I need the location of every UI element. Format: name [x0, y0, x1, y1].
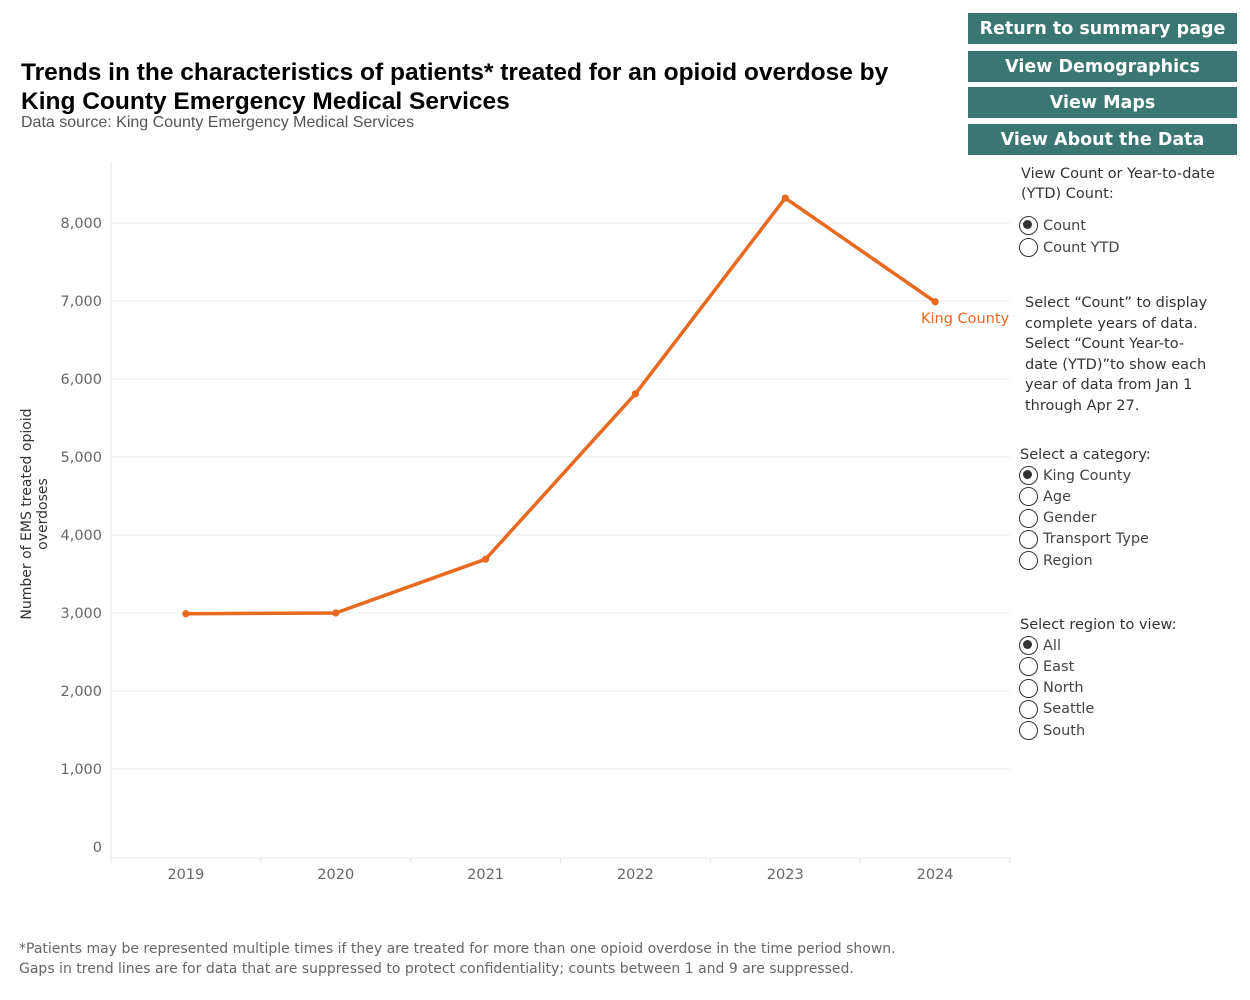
x-tick-label: 2024 [917, 867, 954, 883]
x-tick-label: 2021 [467, 867, 504, 883]
count-toggle-label: View Count or Year-to-date (YTD) Count: [1021, 166, 1215, 202]
x-tick-label: 2019 [167, 867, 204, 883]
data-point [781, 194, 789, 202]
return-to-summary-button[interactable]: Return to summary page [968, 13, 1237, 44]
y-tick-label: 2,000 [60, 684, 102, 700]
region-option[interactable]: All [1019, 635, 1061, 656]
radio-button[interactable] [1019, 216, 1038, 235]
view-maps-button[interactable]: View Maps [968, 87, 1237, 118]
radio-button[interactable] [1019, 678, 1038, 698]
count-help-text: Select “Count” to display complete years… [1025, 295, 1208, 414]
radio-button[interactable] [1019, 699, 1038, 719]
region-option-label: East [1043, 658, 1075, 675]
count-option[interactable]: Count YTD [1019, 237, 1120, 258]
data-point [182, 610, 190, 618]
x-tick-label: 2020 [317, 867, 354, 883]
category-option[interactable]: Gender [1019, 508, 1096, 529]
view-demographics-button[interactable]: View Demographics [968, 51, 1237, 82]
category-option-label: Gender [1043, 510, 1097, 527]
region-option-label: Seattle [1043, 701, 1095, 718]
data-point [481, 555, 490, 563]
category-option[interactable]: King County [1019, 465, 1131, 486]
region-option[interactable]: East [1019, 656, 1074, 677]
series-line [184, 196, 937, 616]
data-source: Data source: King County Emergency Medic… [21, 114, 415, 131]
footnote-multiple-times: *Patients may be represented multiple ti… [19, 941, 896, 957]
x-tick-label: 2022 [617, 867, 654, 883]
category-option[interactable]: Region [1019, 550, 1093, 571]
y-tick-label: 8,000 [60, 216, 102, 232]
category-option-label: King County [1043, 467, 1132, 484]
y-tick-label: 3,000 [60, 606, 102, 622]
data-point [931, 298, 939, 306]
y-tick-label: 5,000 [60, 450, 102, 466]
radio-button[interactable] [1019, 466, 1038, 485]
region-option-label: All [1043, 637, 1061, 654]
region-option[interactable]: North [1019, 678, 1084, 699]
data-point [631, 390, 640, 398]
category-label: Select a category: [1020, 447, 1151, 463]
line-chart: 0 1,000 2,000 3,000 4,000 5,000 6,000 7,000 8,00… [60, 162, 1011, 883]
radio-button[interactable] [1019, 529, 1038, 549]
region-label: Select region to view: [1020, 617, 1177, 633]
footnote-suppression: Gaps in trend lines are for data that ar… [19, 961, 854, 977]
y-tick-label: 4,000 [60, 528, 102, 544]
region-option-label: South [1043, 722, 1086, 739]
series-label: King County [921, 311, 1010, 327]
category-option-label: Region [1043, 552, 1093, 569]
count-option[interactable]: Count [1019, 215, 1086, 236]
region-option[interactable]: Seattle [1019, 699, 1094, 720]
count-option-label: Count YTD [1043, 239, 1120, 256]
chart-title: Trends in the characteristics of patient… [21, 59, 889, 115]
y-tick-label: 0 [93, 840, 102, 856]
radio-button[interactable] [1019, 487, 1038, 507]
y-tick-label: 6,000 [60, 372, 102, 388]
category-option-label: Age [1043, 488, 1072, 505]
category-option-label: Transport Type [1043, 531, 1149, 548]
radio-button[interactable] [1019, 721, 1038, 741]
radio-button[interactable] [1019, 657, 1038, 677]
x-tick-label: 2023 [767, 867, 804, 883]
radio-button[interactable] [1019, 508, 1038, 528]
region-option[interactable]: South [1019, 720, 1085, 741]
radio-button[interactable] [1019, 636, 1038, 655]
data-point [332, 609, 340, 617]
region-option-label: North [1043, 680, 1084, 697]
y-tick-label: 7,000 [60, 294, 102, 310]
radio-button[interactable] [1019, 238, 1038, 257]
y-tick-label: 1,000 [60, 762, 102, 778]
view-about-data-button[interactable]: View About the Data [968, 124, 1237, 155]
category-option[interactable]: Age [1019, 486, 1071, 507]
category-option[interactable]: Transport Type [1019, 529, 1149, 550]
radio-button[interactable] [1019, 551, 1038, 571]
count-option-label: Count [1043, 217, 1087, 234]
